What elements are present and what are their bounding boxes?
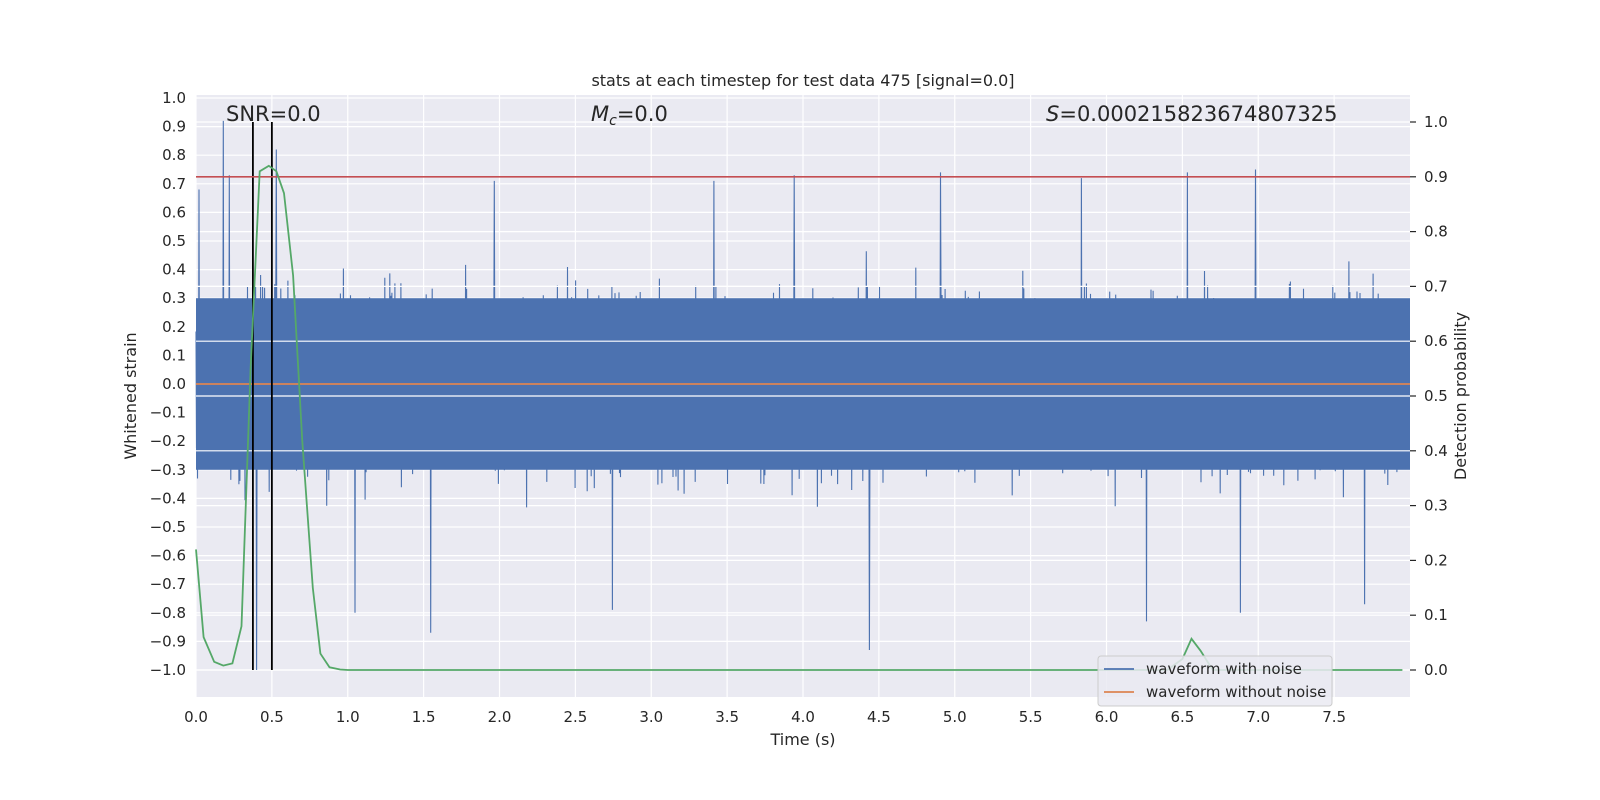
snr-value: 0.0 <box>287 102 320 126</box>
x-tick-label: 2.0 <box>488 708 512 726</box>
y2-tick-label: 0.2 <box>1424 551 1448 569</box>
y-axis-label: Whitened strain <box>121 332 140 459</box>
y-tick-label: −1.0 <box>150 661 186 679</box>
tick-labels: 0.0 0.5 1.0 1.5 2.0 2.5 3.0 3.5 4.0 4.5 5.0 5.5 6.0 6… <box>150 89 1448 726</box>
x-tick-label: 1.5 <box>412 708 436 726</box>
y2-axis-label: Detection probability <box>1451 312 1470 480</box>
y-tick-label: −0.1 <box>150 404 186 422</box>
y-tick-label: −0.4 <box>150 489 186 507</box>
y2-tick-label: 1.0 <box>1424 113 1448 131</box>
y2-tick-label: 0.8 <box>1424 223 1448 241</box>
x-axis-label: Time (s) <box>769 730 835 749</box>
legend-label-noise: waveform with noise <box>1146 660 1302 678</box>
x-tick-label: 0.5 <box>260 708 284 726</box>
y-tick-label: 0.5 <box>162 232 186 250</box>
y2-tick-label: 0.3 <box>1424 497 1448 515</box>
legend-box <box>1097 655 1333 707</box>
y-tick-label: −0.9 <box>150 632 186 650</box>
y-tick-label: 0.3 <box>162 289 186 307</box>
x-tick-label: 0.0 <box>184 708 208 726</box>
y2-tick-label: 0.0 <box>1424 661 1448 679</box>
mc-value: =0.0 <box>617 102 668 126</box>
x-tick-label: 6.0 <box>1095 708 1119 726</box>
y-tick-label: 1.0 <box>162 89 186 107</box>
x-tick-label: 6.5 <box>1170 708 1194 726</box>
y-tick-label: 0.9 <box>162 118 186 136</box>
y2-tick-label: 0.9 <box>1424 168 1448 186</box>
mc-symbol: M <box>591 102 609 126</box>
y-tick-label: −0.7 <box>150 575 186 593</box>
s-symbol: S <box>1046 102 1059 126</box>
x-tick-label: 5.5 <box>1019 708 1043 726</box>
y-tick-label: 0.8 <box>162 146 186 164</box>
x-tick-label: 4.5 <box>867 708 891 726</box>
x-tick-label: 3.0 <box>639 708 663 726</box>
y2-tick-label: 0.5 <box>1424 387 1448 405</box>
y-tick-label: 0.6 <box>162 203 186 221</box>
x-tick-label: 1.0 <box>336 708 360 726</box>
x-tick-label: 5.0 <box>943 708 967 726</box>
x-tick-label: 3.5 <box>715 708 739 726</box>
y2-tick-label: 0.4 <box>1424 442 1448 460</box>
x-tick-label: 4.0 <box>791 708 815 726</box>
s-annotation: S=0.000215823674807325 <box>1046 102 1337 126</box>
y-tick-label: 0.1 <box>162 346 186 364</box>
snr-annotation: SNR=0.0 <box>226 102 321 126</box>
y-tick-label: −0.3 <box>150 461 186 479</box>
y-tick-label: −0.6 <box>150 547 186 565</box>
y2-tick-label: 0.6 <box>1424 332 1448 350</box>
y-tick-label: −0.2 <box>150 432 186 450</box>
data-layer <box>195 120 1410 671</box>
chirp-mass-annotation: Mc=0.0 <box>591 102 668 129</box>
legend: waveform with noise waveform without noi… <box>1097 655 1333 707</box>
y-tick-label: 0.2 <box>162 318 186 336</box>
x-tick-label: 7.5 <box>1322 708 1346 726</box>
y-tick-label: 0.0 <box>162 375 186 393</box>
s-value: =0.000215823674807325 <box>1059 102 1337 126</box>
y-tick-label: −0.8 <box>150 604 186 622</box>
x-tick-label: 7.0 <box>1246 708 1270 726</box>
x-tick-label: 2.5 <box>563 708 587 726</box>
y-tick-label: 0.4 <box>162 261 186 279</box>
y-tick-label: 0.7 <box>162 175 186 193</box>
series-detection-probability <box>195 164 1403 671</box>
mc-subscript: c <box>609 113 617 129</box>
y2-tick-label: 0.7 <box>1424 277 1448 295</box>
chart-title: stats at each timestep for test data 475… <box>591 71 1014 90</box>
legend-label-clean: waveform without noise <box>1146 683 1326 701</box>
y2-tick-label: 0.1 <box>1424 606 1448 624</box>
snr-prefix: SNR= <box>226 102 287 126</box>
y-tick-label: −0.5 <box>150 518 186 536</box>
